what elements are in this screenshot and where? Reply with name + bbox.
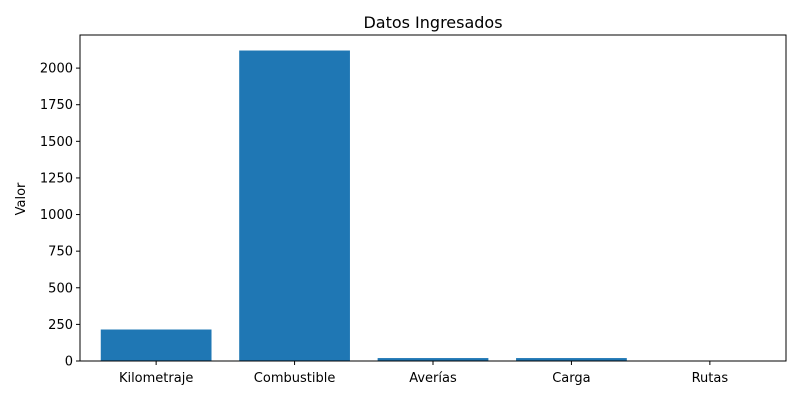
y-tick-label-5: 1250 [40, 171, 73, 186]
x-tick-label-2: Averías [409, 371, 457, 386]
y-tick-label-1: 250 [48, 318, 73, 333]
x-tick-label-3: Carga [552, 371, 590, 386]
x-axis-ticks: Kilometraje Combustible Averías Carga Rutas [119, 361, 728, 386]
bar-2 [377, 358, 489, 361]
y-tick-label-8: 2000 [40, 62, 73, 77]
x-tick-label-4: Rutas [692, 371, 729, 386]
y-axis-label: Valor [14, 182, 29, 215]
bars-group [100, 50, 766, 362]
bar-0 [100, 329, 212, 361]
x-tick-label-1: Combustible [254, 371, 336, 386]
y-tick-label-4: 1000 [40, 208, 73, 223]
y-tick-label-6: 1500 [40, 135, 73, 150]
y-tick-label-3: 750 [48, 245, 73, 260]
chart-title: Datos Ingresados [363, 13, 502, 32]
y-axis-ticks: 0 250 500 750 1000 1250 1500 1750 2000 [40, 62, 80, 370]
y-tick-label-7: 1750 [40, 98, 73, 113]
bar-3 [516, 358, 627, 361]
y-tick-label-2: 500 [48, 281, 73, 296]
x-tick-label-0: Kilometraje [119, 371, 193, 386]
bar-1 [239, 50, 350, 362]
y-tick-label-0: 0 [65, 355, 73, 370]
plot-frame [79, 34, 787, 362]
